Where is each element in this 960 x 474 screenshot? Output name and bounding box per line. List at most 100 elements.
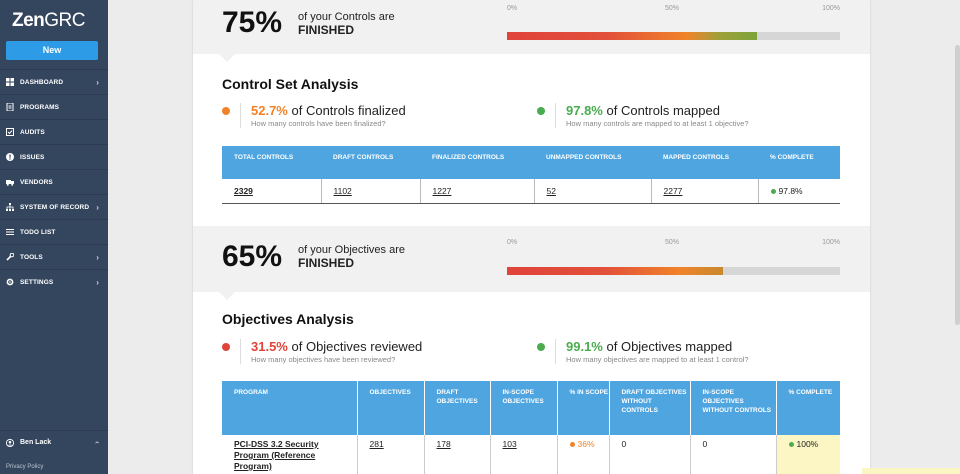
system-of-record-icon — [6, 203, 14, 211]
th-finalized-controls[interactable]: FINALIZED CONTROLS — [420, 146, 534, 179]
program-link[interactable]: PCI-DSS 3.2 Security Program (Reference … — [234, 439, 319, 471]
in-scope-objectives-link[interactable]: 103 — [502, 439, 517, 449]
status-dot — [537, 343, 545, 351]
tick-50: 50% — [665, 5, 680, 12]
sidebar-item-label: TOOLS — [20, 253, 43, 261]
th-in-scope-without-controls[interactable]: IN-SCOPE OBJECTIVES WITHOUT CONTROLS — [689, 381, 776, 435]
controls-finished-line2: FINISHED — [298, 23, 355, 37]
audits-icon — [6, 128, 14, 136]
objectives-progress-fill — [507, 267, 724, 275]
tick-50: 50% — [665, 239, 680, 246]
sidebar-item-label: PROGRAMS — [20, 103, 60, 111]
tick-100: 100% — [822, 5, 840, 12]
page-scrollbar[interactable] — [955, 45, 960, 325]
cell-total: 2329 — [222, 179, 321, 204]
sidebar: ZenGRC New DASHBOARD › PROGRAMS AUDITS I… — [0, 0, 108, 474]
controls-progress-fill — [507, 32, 757, 40]
logo-main: Zen — [12, 10, 45, 31]
sidebar-item-issues[interactable]: ISSUES — [0, 144, 108, 169]
sidebar-item-todo-list[interactable]: TODO LIST — [0, 219, 108, 244]
status-dot — [222, 107, 230, 115]
chevron-right-icon: › — [96, 78, 99, 87]
objectives-percent: 65% — [222, 240, 283, 273]
status-dot — [222, 343, 230, 351]
programs-icon — [6, 103, 14, 111]
total-controls-link[interactable]: 2329 — [234, 185, 253, 196]
user-menu[interactable]: Ben Lack ‹ — [0, 430, 108, 454]
zengrc-logo[interactable]: ZenGRC — [12, 10, 86, 32]
sidebar-item-label: SYSTEM OF RECORD — [20, 203, 90, 211]
th-draft-without-controls[interactable]: DRAFT OBJECTIVES WITHOUT CONTROLS — [608, 381, 690, 435]
th-draft-controls[interactable]: DRAFT CONTROLS — [321, 146, 420, 179]
chevron-up-icon: ‹ — [93, 441, 103, 444]
sidebar-nav: DASHBOARD › PROGRAMS AUDITS ISSUES VENDO… — [0, 69, 108, 294]
band-pointer — [219, 292, 235, 300]
controls-finished-line1: of your Controls are — [298, 11, 395, 23]
status-dot — [770, 189, 776, 194]
th-unmapped-controls[interactable]: UNMAPPED CONTROLS — [534, 146, 651, 179]
notification-strip — [862, 468, 960, 474]
objectives-mapped-sub: How many objectives are mapped to at lea… — [566, 355, 749, 364]
finalized-percent: 52.7% — [251, 103, 288, 118]
tools-icon — [6, 253, 14, 261]
cell-in-scope-without-controls: 0 — [689, 435, 776, 474]
draft-controls-link[interactable]: 1102 — [333, 185, 352, 196]
percent-in-scope-value: 36% — [577, 439, 595, 449]
dashboard-icon — [6, 78, 14, 86]
user-icon — [6, 438, 14, 447]
objectives-finished-line2: FINISHED — [298, 256, 355, 270]
table-header-row: TOTAL CONTROLS DRAFT CONTROLS FINALIZED … — [222, 146, 840, 179]
reviewed-label: of Objectives reviewed — [291, 339, 423, 354]
th-in-scope-objectives[interactable]: IN-SCOPE OBJECTIVES — [489, 381, 557, 435]
sidebar-item-label: TODO LIST — [20, 228, 56, 236]
status-dot — [537, 107, 545, 115]
stat-value: 97.8% of Controls mapped — [566, 103, 720, 118]
sidebar-item-tools[interactable]: TOOLS › — [0, 244, 108, 269]
th-total-controls[interactable]: TOTAL CONTROLS — [222, 146, 321, 179]
objectives-link[interactable]: 281 — [369, 439, 384, 449]
objectives-table: PROGRAM OBJECTIVES DRAFT OBJECTIVES IN-S… — [222, 381, 840, 474]
new-button[interactable]: New — [6, 41, 98, 60]
sidebar-item-dashboard[interactable]: DASHBOARD › — [0, 69, 108, 94]
vendors-icon — [6, 178, 14, 186]
mapped-controls-link[interactable]: 2277 — [663, 185, 683, 196]
sidebar-item-settings[interactable]: SETTINGS › — [0, 269, 108, 294]
mapped-label: of Controls mapped — [606, 103, 720, 118]
logo-light: GRC — [44, 10, 86, 31]
percent-complete-value: 100% — [796, 439, 819, 449]
th-draft-objectives[interactable]: DRAFT OBJECTIVES — [423, 381, 490, 435]
main-panel: 75% of your Controls are FINISHED 0% 50%… — [193, 0, 870, 474]
sidebar-item-system-of-record[interactable]: SYSTEM OF RECORD › — [0, 194, 108, 219]
status-dot — [788, 442, 794, 448]
th-program[interactable]: PROGRAM — [222, 381, 357, 435]
draft-objectives-link[interactable]: 178 — [436, 439, 451, 449]
divider — [555, 103, 556, 128]
sidebar-item-label: SETTINGS — [20, 278, 54, 286]
th-mapped-controls[interactable]: MAPPED CONTROLS — [651, 146, 758, 179]
sidebar-item-programs[interactable]: PROGRAMS — [0, 94, 108, 119]
cell-objectives: 281 — [356, 435, 424, 474]
user-name: Ben Lack — [20, 439, 52, 446]
th-objectives[interactable]: OBJECTIVES — [356, 381, 424, 435]
sidebar-item-vendors[interactable]: VENDORS — [0, 169, 108, 194]
objectives-finished-text: of your Objectives are FINISHED — [298, 244, 405, 271]
objectives-summary-band: 65% of your Objectives are FINISHED 0% 5… — [193, 226, 870, 300]
th-percent-in-scope[interactable]: % IN SCOPE — [556, 381, 609, 435]
privacy-policy-link[interactable]: Privacy Policy — [6, 464, 44, 470]
band-pointer — [219, 54, 235, 62]
cell-percent-in-scope: 36% — [556, 435, 609, 474]
status-dot — [569, 442, 575, 448]
cell-complete: 97.8% — [757, 179, 840, 204]
tick-0: 0% — [507, 239, 518, 246]
reviewed-sub: How many objectives have been reviewed? — [251, 355, 396, 364]
th-percent-complete[interactable]: % COMPLETE — [775, 381, 840, 435]
th-percent-complete[interactable]: % COMPLETE — [758, 146, 840, 179]
stat-value: 52.7% of Controls finalized — [251, 103, 406, 118]
controls-progress-bar — [507, 32, 840, 40]
objectives-analysis-title: Objectives Analysis — [222, 311, 354, 327]
chevron-right-icon: › — [96, 253, 99, 262]
reviewed-percent: 31.5% — [251, 339, 288, 354]
finalized-controls-link[interactable]: 1227 — [432, 185, 452, 196]
unmapped-controls-link[interactable]: 52 — [546, 185, 556, 196]
sidebar-item-audits[interactable]: AUDITS — [0, 119, 108, 144]
